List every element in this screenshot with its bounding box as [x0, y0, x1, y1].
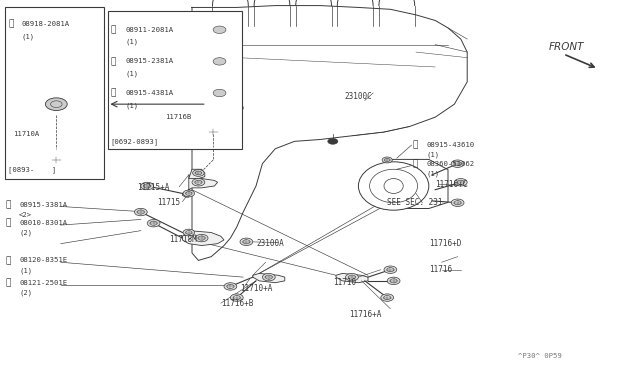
Circle shape: [224, 283, 237, 290]
Circle shape: [328, 138, 338, 144]
Polygon shape: [336, 273, 368, 283]
Circle shape: [207, 128, 220, 136]
Text: 11716+B: 11716+B: [221, 299, 253, 308]
Text: (1): (1): [19, 267, 33, 274]
Circle shape: [381, 294, 394, 301]
Circle shape: [193, 170, 204, 176]
Circle shape: [45, 98, 67, 110]
Polygon shape: [253, 273, 285, 283]
Text: 11710+A: 11710+A: [240, 284, 273, 293]
Polygon shape: [182, 231, 224, 246]
Polygon shape: [189, 169, 205, 179]
Circle shape: [183, 229, 195, 236]
Ellipse shape: [358, 162, 429, 210]
Circle shape: [134, 208, 147, 216]
Text: (1): (1): [125, 39, 139, 45]
Text: Ⓥ: Ⓥ: [413, 141, 418, 150]
Circle shape: [147, 219, 160, 227]
Text: Ⓡ: Ⓡ: [5, 200, 10, 209]
Circle shape: [50, 156, 63, 164]
Polygon shape: [182, 175, 218, 197]
Text: ^P30^ 0P59: ^P30^ 0P59: [518, 353, 562, 359]
FancyBboxPatch shape: [108, 11, 242, 149]
Text: <2>: <2>: [19, 212, 33, 218]
Circle shape: [195, 234, 208, 242]
Circle shape: [141, 182, 154, 190]
Polygon shape: [387, 159, 448, 208]
Circle shape: [382, 157, 392, 163]
Text: 11716+D: 11716+D: [429, 239, 461, 248]
Text: Ⓡ: Ⓡ: [111, 57, 116, 66]
Text: 11710: 11710: [333, 278, 356, 287]
Text: 08915-43610: 08915-43610: [427, 142, 475, 148]
FancyBboxPatch shape: [5, 7, 104, 179]
Circle shape: [213, 89, 226, 97]
Text: 11715: 11715: [157, 198, 180, 207]
Circle shape: [384, 266, 397, 273]
Text: Ⓑ: Ⓑ: [5, 219, 10, 228]
Circle shape: [240, 238, 253, 246]
Text: 08010-8301A: 08010-8301A: [19, 220, 67, 226]
Text: 11718M: 11718M: [170, 235, 197, 244]
Circle shape: [213, 58, 226, 65]
Text: Ⓝ: Ⓝ: [8, 20, 13, 29]
Text: 08915-3381A: 08915-3381A: [19, 202, 67, 208]
Polygon shape: [192, 6, 467, 260]
Text: 08121-2501E: 08121-2501E: [19, 280, 67, 286]
Text: (2): (2): [19, 230, 33, 237]
Circle shape: [387, 277, 400, 285]
Text: (2): (2): [19, 289, 33, 296]
Text: 11716B: 11716B: [165, 114, 191, 120]
Text: 08915-4381A: 08915-4381A: [125, 90, 173, 96]
Circle shape: [230, 294, 243, 301]
Text: [0692-0893]: [0692-0893]: [111, 139, 159, 145]
Text: (1): (1): [125, 102, 139, 109]
Text: Ⓑ: Ⓑ: [5, 256, 10, 265]
Text: 23100C: 23100C: [344, 92, 372, 101]
Circle shape: [454, 179, 467, 186]
Circle shape: [213, 26, 226, 33]
Text: 08911-2081A: 08911-2081A: [125, 27, 173, 33]
Text: 08360-51062: 08360-51062: [427, 161, 475, 167]
Circle shape: [262, 273, 275, 281]
Text: 11716+A: 11716+A: [349, 310, 381, 319]
Text: 08918-2081A: 08918-2081A: [21, 21, 69, 27]
Circle shape: [451, 199, 464, 206]
Text: 23100A: 23100A: [256, 239, 284, 248]
Text: Ⓥ: Ⓥ: [111, 89, 116, 97]
Text: 08915-2381A: 08915-2381A: [125, 58, 173, 64]
Text: FRONT: FRONT: [549, 42, 584, 51]
Text: 11716+C: 11716+C: [435, 180, 468, 189]
Text: 11716: 11716: [429, 265, 452, 274]
Text: SEE SEC. 231: SEE SEC. 231: [387, 198, 443, 207]
Text: (1): (1): [427, 152, 440, 158]
Circle shape: [192, 179, 205, 186]
Text: 11710A: 11710A: [13, 131, 39, 137]
Circle shape: [183, 190, 195, 197]
Text: Ⓝ: Ⓝ: [111, 25, 116, 34]
Circle shape: [451, 160, 464, 167]
Text: (1): (1): [427, 170, 440, 177]
Text: [0893-    ]: [0893- ]: [8, 166, 56, 173]
Text: ⓓ: ⓓ: [5, 278, 10, 287]
Text: Ⓑ: Ⓑ: [413, 159, 418, 168]
Text: 11715+A: 11715+A: [138, 183, 170, 192]
Text: 08120-8351E: 08120-8351E: [19, 257, 67, 263]
Circle shape: [346, 273, 358, 281]
Text: (1): (1): [21, 34, 35, 41]
Text: (1): (1): [125, 70, 139, 77]
